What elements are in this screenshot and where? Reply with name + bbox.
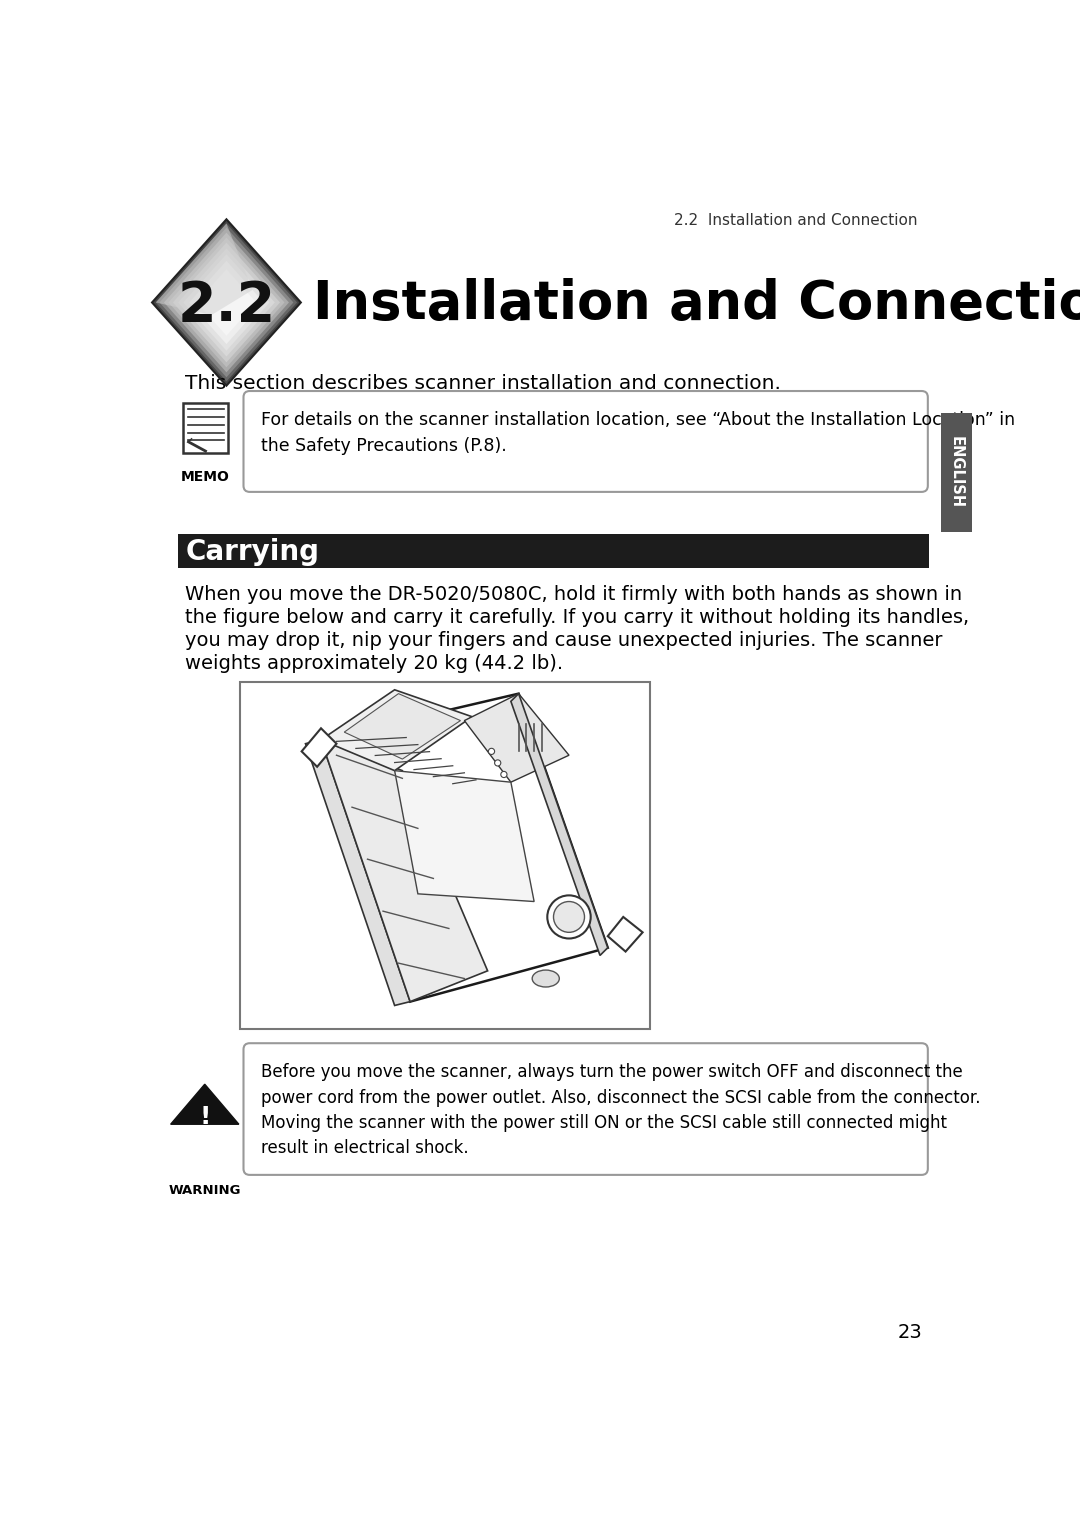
Text: When you move the DR-5020/5080C, hold it firmly with both hands as shown in: When you move the DR-5020/5080C, hold it… [186, 584, 962, 604]
Polygon shape [511, 694, 608, 955]
Polygon shape [321, 690, 472, 771]
Polygon shape [189, 261, 264, 343]
Polygon shape [168, 238, 284, 368]
Text: weights approximately 20 kg (44.2 lb).: weights approximately 20 kg (44.2 lb). [186, 655, 564, 673]
Circle shape [488, 748, 495, 754]
Text: you may drop it, nip your fingers and cause unexpected injuries. The scanner: you may drop it, nip your fingers and ca… [186, 632, 943, 650]
Circle shape [501, 772, 507, 778]
FancyBboxPatch shape [243, 1044, 928, 1175]
Polygon shape [345, 694, 460, 758]
Polygon shape [177, 534, 930, 568]
Polygon shape [152, 220, 301, 386]
Polygon shape [321, 740, 488, 1001]
Polygon shape [160, 227, 294, 377]
Polygon shape [184, 255, 270, 351]
Polygon shape [608, 917, 643, 952]
Circle shape [548, 896, 591, 938]
Polygon shape [173, 243, 280, 362]
Ellipse shape [532, 971, 559, 987]
Text: ENGLISH: ENGLISH [949, 436, 964, 508]
Polygon shape [321, 694, 608, 1001]
Text: the Safety Precautions (P.8).: the Safety Precautions (P.8). [260, 438, 507, 455]
Text: 2.2: 2.2 [177, 279, 275, 333]
Polygon shape [394, 771, 535, 902]
Circle shape [554, 902, 584, 932]
Text: Carrying: Carrying [186, 539, 320, 566]
Circle shape [495, 760, 501, 766]
Polygon shape [178, 249, 274, 357]
Text: Moving the scanner with the power still ON or the SCSI cable still connected mig: Moving the scanner with the power still … [260, 1114, 946, 1132]
FancyBboxPatch shape [240, 682, 650, 1029]
Text: the figure below and carry it carefully. If you carry it without holding its han: the figure below and carry it carefully.… [186, 609, 970, 627]
Polygon shape [464, 694, 569, 783]
Text: For details on the scanner installation location, see “About the Installation Lo: For details on the scanner installation … [260, 410, 1015, 429]
Text: WARNING: WARNING [168, 1184, 241, 1196]
Text: Installation and Connection: Installation and Connection [313, 278, 1080, 330]
Polygon shape [197, 269, 256, 336]
Text: 2.2  Installation and Connection: 2.2 Installation and Connection [674, 212, 918, 227]
Polygon shape [941, 412, 972, 533]
Polygon shape [156, 223, 253, 314]
Text: Before you move the scanner, always turn the power switch OFF and disconnect the: Before you move the scanner, always turn… [260, 1064, 962, 1082]
Text: This section describes scanner installation and connection.: This section describes scanner installat… [186, 374, 781, 394]
Polygon shape [306, 740, 410, 1006]
Polygon shape [301, 728, 337, 766]
FancyBboxPatch shape [183, 403, 228, 453]
Polygon shape [164, 232, 289, 372]
Polygon shape [171, 1083, 239, 1125]
Text: 23: 23 [897, 1323, 922, 1343]
Text: MEMO: MEMO [181, 470, 230, 484]
Text: !: ! [199, 1105, 211, 1129]
Polygon shape [156, 223, 297, 382]
Text: power cord from the power outlet. Also, disconnect the SCSI cable from the conne: power cord from the power outlet. Also, … [260, 1088, 980, 1106]
Text: result in electrical shock.: result in electrical shock. [260, 1140, 468, 1157]
FancyBboxPatch shape [243, 391, 928, 491]
